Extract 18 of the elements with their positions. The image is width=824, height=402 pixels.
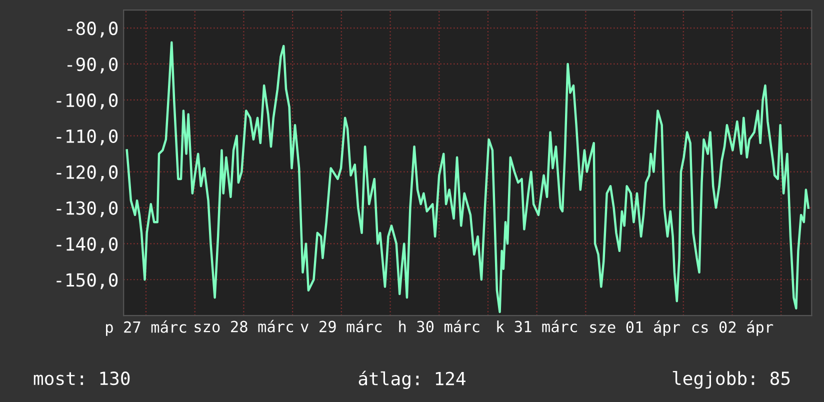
text: most: 130 <box>34 372 130 386</box>
x-tick-label: p 27 márc <box>106 320 186 336</box>
y-tick-label: -120,0 <box>56 165 118 182</box>
x-tick-label: v 29 márc <box>300 320 382 332</box>
y-tick-label: -110,0 <box>56 129 118 146</box>
y-tick-label: -140,0 <box>56 237 118 254</box>
x-tick-label: h 30 márc <box>399 320 480 332</box>
x-tick-label: cs 02 ápr <box>692 320 774 336</box>
y-tick-label: -130,0 <box>56 201 118 218</box>
y-tick-label: -150,0 <box>56 273 118 290</box>
y-tick-label: -80,0 <box>68 22 118 38</box>
x-tick-label: sze 01 ápr <box>590 320 680 336</box>
y-tick-label: -100,0 <box>56 93 118 110</box>
text: legjobb: 85 <box>672 371 790 389</box>
text: átlag: 124 <box>358 370 466 390</box>
x-tick-label: szo 28 márc <box>194 320 294 332</box>
y-tick-label: -90,0 <box>68 57 118 74</box>
x-tick-label: k 31 márc <box>497 320 577 332</box>
